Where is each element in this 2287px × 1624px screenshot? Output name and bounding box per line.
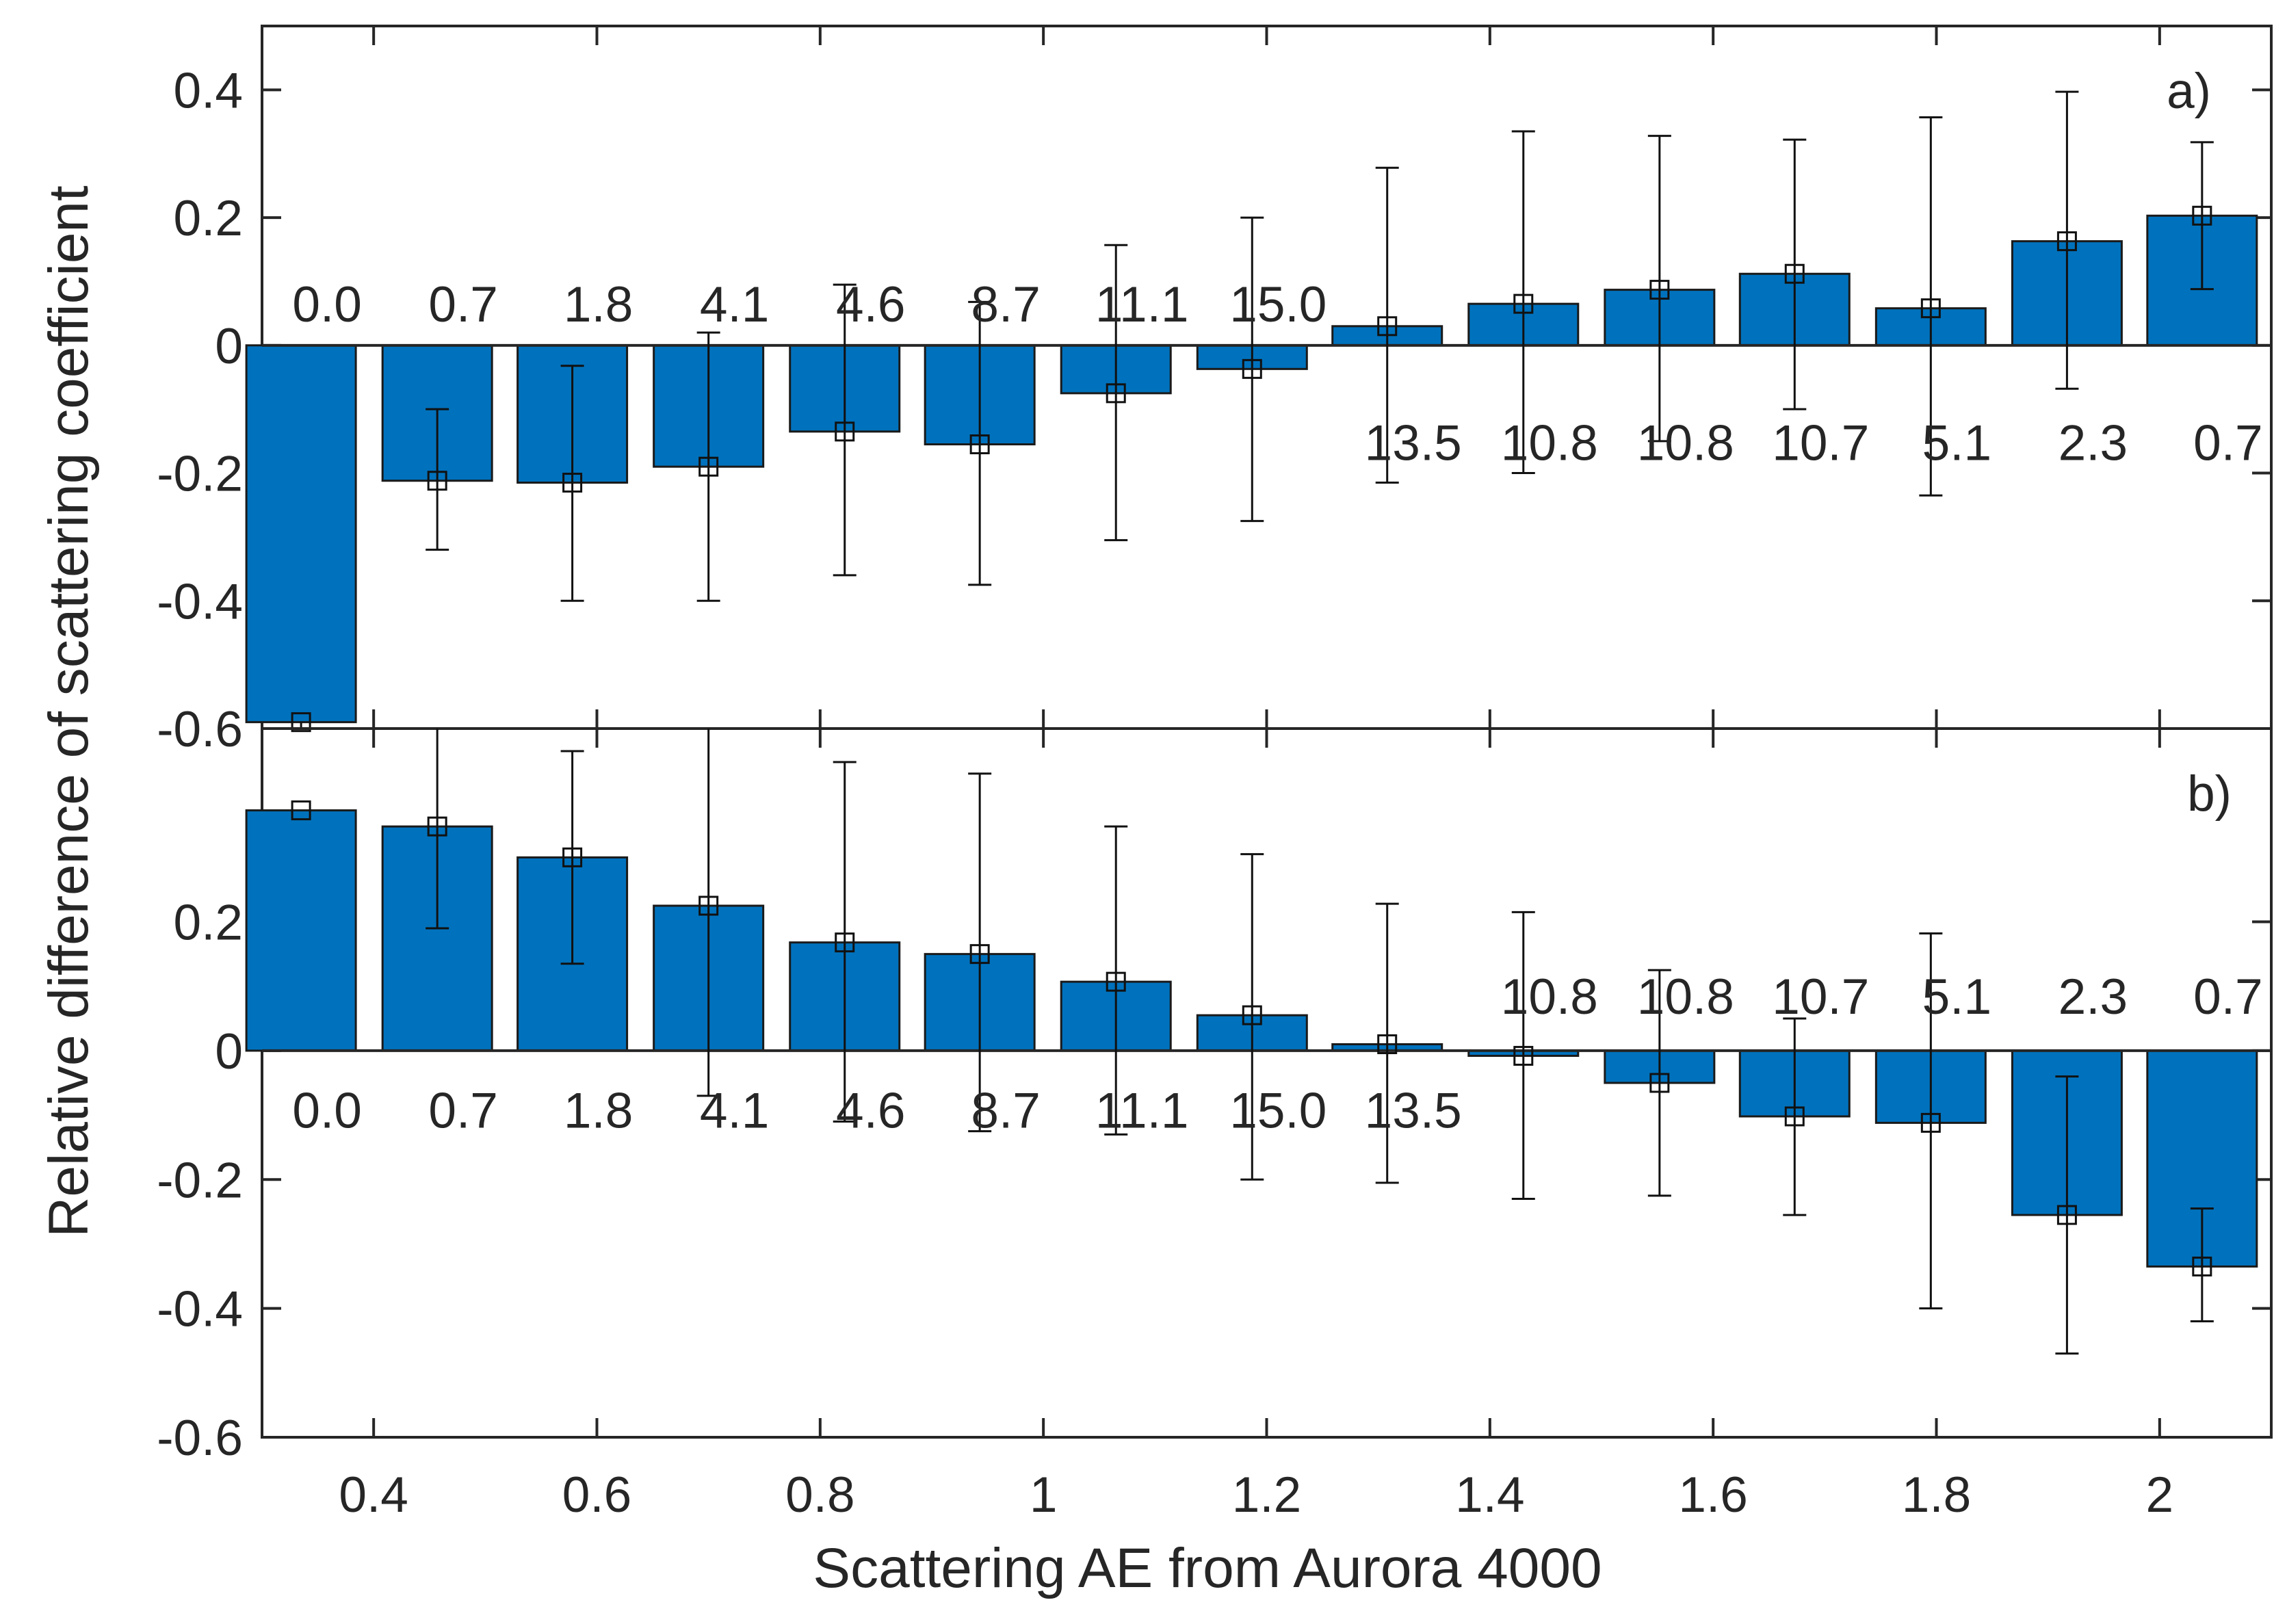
- x-tick-label: 0.8: [785, 1467, 854, 1523]
- y-tick-label: -0.6: [157, 1411, 243, 1466]
- count-label: 4.6: [836, 277, 905, 332]
- mean-marker: [835, 421, 855, 442]
- count-label: 0.7: [428, 277, 497, 332]
- count-label: 5.1: [1922, 969, 1991, 1025]
- count-label: 0.7: [428, 1084, 497, 1139]
- mean-marker: [562, 847, 583, 867]
- mean-marker: [1649, 1073, 1670, 1093]
- x-axis-title: Scattering AE from Aurora 4000: [813, 1537, 1602, 1599]
- mean-marker: [427, 471, 447, 491]
- count-label: 10.7: [1772, 969, 1869, 1025]
- x-tick-label: 1.6: [1678, 1467, 1747, 1523]
- mean-marker: [2192, 1256, 2212, 1276]
- mean-marker: [698, 456, 719, 477]
- count-label: 4.1: [700, 277, 769, 332]
- count-label: 4.6: [836, 1084, 905, 1139]
- count-label: 10.8: [1501, 416, 1598, 471]
- count-label: 0.0: [292, 277, 361, 332]
- count-label: 1.8: [564, 277, 633, 332]
- x-tick-label: 1.8: [1902, 1467, 1971, 1523]
- count-label: 10.8: [1637, 969, 1734, 1025]
- count-label: 15.0: [1229, 277, 1327, 332]
- x-tick-label: 1: [1030, 1467, 1058, 1523]
- count-label: 10.7: [1772, 416, 1869, 471]
- count-label: 0.7: [2193, 969, 2262, 1025]
- x-axis: 0.4 0.6 0.8 1 1.2 1.4 1.6 1.8 2: [339, 1467, 2173, 1523]
- mean-marker: [2192, 205, 2212, 226]
- panel-tag: a): [2167, 64, 2211, 119]
- y-tick-label: 0.4: [174, 63, 243, 118]
- count-label: 8.7: [971, 277, 1040, 332]
- mean-marker: [1784, 1106, 1805, 1127]
- y-tick-label: -0.2: [157, 447, 243, 502]
- mean-marker: [1106, 383, 1126, 404]
- mean-marker: [1513, 293, 1534, 314]
- bar: [245, 344, 357, 724]
- mean-marker: [1920, 1112, 1941, 1133]
- y-tick-label: -0.4: [157, 1282, 243, 1337]
- mean-marker: [291, 800, 311, 821]
- bar: [245, 809, 357, 1052]
- mean-marker: [1106, 971, 1126, 992]
- count-label: 10.8: [1501, 969, 1598, 1025]
- mean-marker: [1649, 280, 1670, 300]
- count-label: 2.3: [2059, 416, 2128, 471]
- mean-marker: [2056, 1205, 2077, 1225]
- y-tick-label: -0.6: [157, 702, 243, 757]
- mean-marker: [2056, 231, 2077, 252]
- y-tick-label: 0.2: [174, 191, 243, 246]
- count-label: 0.0: [292, 1084, 361, 1139]
- mean-marker: [562, 473, 583, 493]
- y-tick-label: 0: [215, 319, 243, 374]
- count-label: 13.5: [1365, 1084, 1462, 1139]
- mean-marker: [969, 434, 990, 455]
- count-label: 15.0: [1229, 1084, 1327, 1139]
- mean-marker: [1242, 1005, 1262, 1025]
- mean-marker: [1513, 1045, 1534, 1066]
- count-label: 4.1: [700, 1084, 769, 1139]
- count-label: 5.1: [1922, 416, 1991, 471]
- y-tick-label: 0.2: [174, 895, 243, 951]
- count-label: 10.8: [1637, 416, 1734, 471]
- count-label: 1.8: [564, 1084, 633, 1139]
- count-label: 11.1: [1095, 277, 1189, 332]
- mean-marker: [1377, 1034, 1398, 1054]
- y-tick-label: 0: [215, 1024, 243, 1079]
- panel-tag: b): [2187, 766, 2232, 822]
- count-label: 2.3: [2059, 969, 2128, 1025]
- mean-marker: [427, 816, 447, 837]
- mean-marker: [969, 944, 990, 965]
- mean-marker: [698, 895, 719, 916]
- x-tick-label: 2: [2146, 1467, 2174, 1523]
- x-tick-label: 0.6: [562, 1467, 631, 1523]
- count-label: 11.1: [1095, 1084, 1189, 1139]
- mean-marker: [1242, 358, 1262, 379]
- x-tick-label: 1.2: [1232, 1467, 1301, 1523]
- mean-marker: [1377, 316, 1398, 337]
- x-tick-label: 0.4: [339, 1467, 408, 1523]
- count-label: 8.7: [971, 1084, 1040, 1139]
- x-tick-label: 1.4: [1455, 1467, 1524, 1523]
- panel-b: -0.6 -0.4 -0.2 0 0.2 0.0 0.7 1.8 4.1 4.6 8.7 11.1 15…: [157, 727, 2273, 1466]
- count-label: 0.7: [2193, 416, 2262, 471]
- mean-marker: [1920, 298, 1941, 319]
- y-axis-title: Relative difference of scattering coeffi…: [38, 185, 100, 1237]
- mean-marker: [291, 712, 311, 733]
- mean-marker: [1784, 263, 1805, 284]
- y-tick-label: -0.4: [157, 574, 243, 629]
- count-label: 13.5: [1365, 416, 1462, 471]
- y-tick-label: -0.2: [157, 1153, 243, 1208]
- mean-marker: [835, 932, 855, 953]
- panel-a: -0.6 -0.4 -0.2 0 0.2 0.4 0.0 0.7 1.8 4.1 4.6 8.7 11.…: [157, 25, 2273, 757]
